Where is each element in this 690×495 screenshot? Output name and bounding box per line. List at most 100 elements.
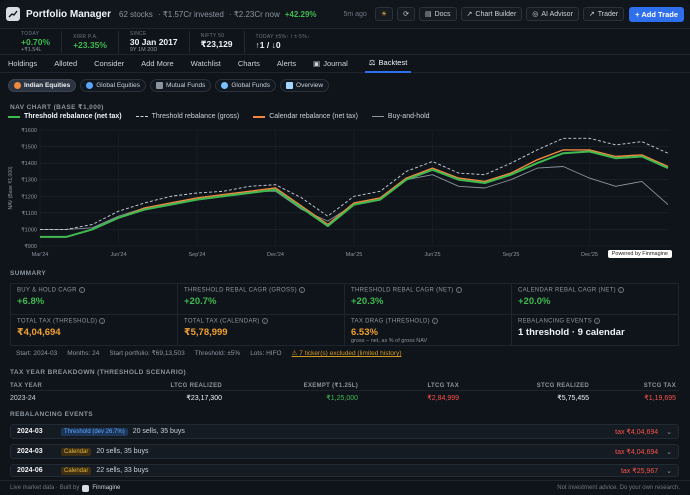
tab-holdings[interactable]: Holdings [8,59,38,68]
trend-icon: ↗ [588,11,595,18]
cell-stcg-realized: ₹5,75,455 [557,395,589,402]
x-tick-label: Jun'24 [110,252,126,258]
overview-icon [286,82,294,89]
subtab-overview[interactable]: Overview [280,79,330,92]
tab-charts[interactable]: Charts [237,59,260,68]
tab-journal[interactable]: ▣ Journal [313,55,348,73]
summary-value: ₹4,04,694 [17,326,61,338]
chart-builder-button[interactable]: ↗ Chart Builder [460,7,523,21]
summary-value: +20.0% [518,295,551,307]
stat-label: NIFTY 50 [200,33,225,39]
docs-button[interactable]: ▤ Docs [418,7,457,21]
y-tick-label: ₹1100 [22,210,37,217]
tab-alloted[interactable]: Alloted [54,59,78,68]
table-row: 2023-24 ₹23,17,300 ₹1,25,000 ₹2,84,999 ₹… [10,393,679,403]
chevron-down-icon[interactable]: ⌄ [666,448,672,456]
info-icon[interactable]: i [261,318,268,324]
tab-alerts[interactable]: Alerts [276,59,297,68]
y-tick-label: ₹1500 [21,144,37,151]
stat-sub: +₹1.54L [21,46,42,53]
powered-by-badge: Powered by Finmagine [607,250,672,258]
footer-brand[interactable]: Finmagine [92,485,121,491]
y-tick-label: ₹1400 [21,160,37,167]
event-tax: tax ₹25,967 [620,467,659,475]
last-updated: 5m ago [343,10,367,18]
stat-value: 30 Jan 2017 [129,36,178,47]
rebalancing-events-title: REBALANCING EVENTS [10,411,94,418]
event-row[interactable]: 2024-06 Calendar 22 sells, 33 buys tax ₹… [10,464,679,477]
app-title: Portfolio Manager [26,8,112,20]
stat-value: +23.35% [73,39,107,50]
info-icon[interactable]: i [431,318,438,324]
stat-label: XIRR P.A. [73,33,98,40]
x-tick-label: Sep'24 [189,252,206,258]
legend-buy-hold[interactable]: Buy-and-hold [371,113,430,120]
globe-icon [221,82,229,89]
event-description: 22 sells, 33 buys [96,467,149,474]
chevron-down-icon[interactable]: ⌄ [666,428,672,436]
stats-bar: TODAY +0.70% +₹1.54L XIRR P.A. +23.35% S… [0,29,690,55]
excluded-tickers-link[interactable]: ⚠ 7 ticker(s) excluded (limited history) [291,350,402,357]
summary-value: +20.3% [351,295,384,307]
subtab-indian-equities[interactable]: Indian Equities [8,79,77,92]
legend-label: Buy-and-hold [387,113,430,120]
info-icon[interactable]: i [298,287,305,293]
event-date: 2024-03 [17,448,43,455]
add-trade-button[interactable]: + Add Trade [629,6,684,22]
event-row[interactable]: 2024-03 Threshold (dev 26.7%) 20 sells, … [10,424,679,439]
legend-threshold-gross[interactable]: Threshold rebalance (gross) [135,113,240,120]
col-tax-year: TAX YEAR [10,382,43,389]
tab-add-more[interactable]: Add More [141,59,174,68]
invested-amount: · ₹1.57Cr invested [157,9,224,19]
event-row[interactable]: 2024-03 Calendar 20 sells, 35 buys tax ₹… [10,444,679,459]
chevron-down-icon[interactable]: ⌄ [666,467,672,475]
legend-label: Threshold rebalance (gross) [151,113,240,120]
subtab-label: Overview [296,82,324,89]
legend-threshold-net[interactable]: Threshold rebalance (net tax) [8,113,122,120]
y-tick-label: ₹1200 [21,193,37,200]
bank-icon [155,82,163,89]
summary-total-tax-threshold: TOTAL TAX (THRESHOLD) i ₹4,04,694 [11,315,177,345]
stat-value: +0.70% [21,36,51,47]
event-description: 20 sells, 35 buys [132,428,185,435]
info-icon[interactable]: i [617,287,624,293]
summary-label: TAX DRAG (THRESHOLD) [351,318,430,325]
info-icon[interactable]: i [99,318,106,324]
nav-chart-svg: ₹900 ₹1000 ₹1100 ₹1200 ₹1300 ₹1400 ₹1500 ₹1600 M… [8,127,669,258]
event-date: 2024-03 [17,428,43,435]
summary-label: TOTAL TAX (CALENDAR) [184,318,260,325]
ai-advisor-button[interactable]: ◎ AI Advisor [526,7,579,21]
trader-button[interactable]: ↗ Trader [582,7,625,21]
tab-consider[interactable]: Consider [94,59,125,68]
subtab-label: Global Funds [231,82,271,89]
info-icon[interactable]: i [594,318,601,324]
summary-total-tax-calendar: TOTAL TAX (CALENDAR) i ₹5,78,999 [178,315,344,345]
stat-nifty: NIFTY 50 ₹23,129 [190,30,245,53]
tab-watchlist[interactable]: Watchlist [190,59,221,68]
col-stcg-realized: STCG REALIZED [536,382,589,389]
summary-threshold-gross-cagr: THRESHOLD REBAL CAGR (GROSS) i +20.7% [178,284,344,314]
y-tick-label: ₹1300 [21,177,37,184]
event-tax: tax ₹4,04,694 [615,448,659,456]
info-icon[interactable]: i [78,287,85,293]
stat-label: SINCE [129,30,147,37]
cell-ltcg-tax: ₹2,84,999 [427,395,459,402]
event-type-badge: Calendar [61,466,92,475]
subtab-label: Global Equities [96,82,140,89]
info-icon[interactable]: i [455,287,462,293]
theme-toggle-button[interactable]: ☀ [374,7,394,21]
stat-sub: 9Y 1M 20D [129,46,158,53]
subtab-global-funds[interactable]: Global Funds [215,79,277,92]
summary-label: THRESHOLD REBAL CAGR (NET) [351,287,454,294]
subtab-global-equities[interactable]: Global Equities [80,79,146,92]
chart-icon: ↗ [466,11,473,18]
refresh-button[interactable]: ⟳ [397,7,415,21]
tab-journal-label: Journal [323,59,348,68]
tab-backtest[interactable]: ⚖ Backtest [364,55,412,73]
param-start: Start: 2024-03 [16,349,58,357]
subtab-mutual-funds[interactable]: Mutual Funds [149,79,212,92]
legend-calendar-net[interactable]: Calendar rebalance (net tax) [253,113,358,120]
series-line-1 [40,137,669,230]
ai-advisor-label: AI Advisor [541,10,573,18]
param-lots: Lots: HIFO [250,349,282,357]
